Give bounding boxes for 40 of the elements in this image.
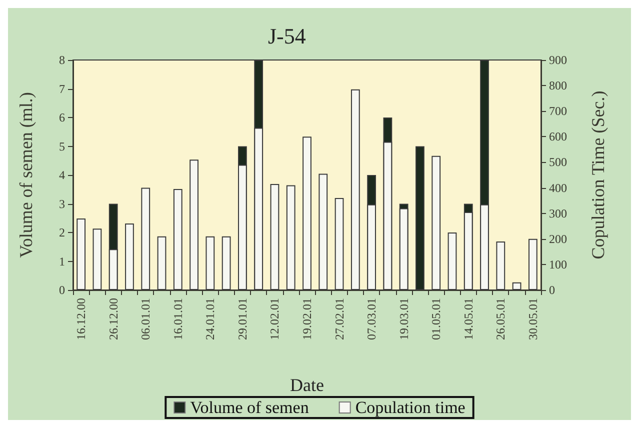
y2-tick-label: 700 — [549, 104, 567, 118]
chart-title: J-54 — [268, 24, 306, 48]
x-tick-label: 16.12.00 — [74, 298, 88, 340]
y-tick-label: 7 — [59, 82, 65, 96]
x-tick-label: 19.03.01 — [396, 298, 411, 340]
y-tick-label: 2 — [59, 226, 65, 240]
x-tick-label: 12.02.01 — [268, 298, 282, 340]
legend-label: Volume of semen — [190, 398, 310, 417]
legend-label: Copulation time — [355, 398, 466, 417]
y-tick-label: 1 — [59, 254, 65, 268]
y2-tick-label: 200 — [549, 232, 567, 246]
y-tick-label: 3 — [59, 196, 65, 211]
y2-tick-label: 100 — [549, 257, 567, 272]
x-tick-label: 24.01.01 — [203, 298, 218, 340]
y-tick-label: 5 — [59, 139, 65, 154]
x-axis-title: Date — [290, 375, 324, 395]
x-tick-label: 16.01.01 — [170, 298, 185, 340]
y-tick-label: 0 — [59, 283, 65, 297]
y2-tick-label: 300 — [549, 206, 567, 220]
x-tick-label: 29.01.01 — [235, 298, 250, 340]
y2-tick-label: 400 — [549, 180, 567, 195]
y-tick-label: 8 — [59, 53, 65, 67]
y2-tick-label: 800 — [549, 78, 567, 93]
y-tick-label: 4 — [59, 168, 65, 182]
y2-axis-title: Copulation Time (Sec.) — [588, 90, 608, 260]
x-tick-label: 26.05.01 — [494, 298, 508, 340]
x-tick-label: 27.02.01 — [332, 298, 346, 340]
x-tick-label: 26.12.00 — [106, 298, 120, 340]
x-tick-label: 19.02.01 — [300, 298, 314, 340]
y2-tick-label: 0 — [549, 283, 555, 297]
x-tick-label: 30.05.01 — [526, 298, 540, 340]
y2-tick-label: 900 — [549, 53, 567, 67]
y2-tick-label: 500 — [549, 155, 567, 170]
y-axis-title: Volume of semen (ml.) — [16, 92, 36, 258]
y2-tick-label: 600 — [549, 130, 567, 144]
x-tick-label: 14.05.01 — [461, 298, 476, 340]
x-tick-label: 07.03.01 — [364, 298, 379, 340]
x-tick-label: 06.01.01 — [138, 298, 153, 340]
x-tick-label: 01.05.01 — [429, 298, 444, 340]
y-tick-label: 6 — [59, 110, 65, 124]
